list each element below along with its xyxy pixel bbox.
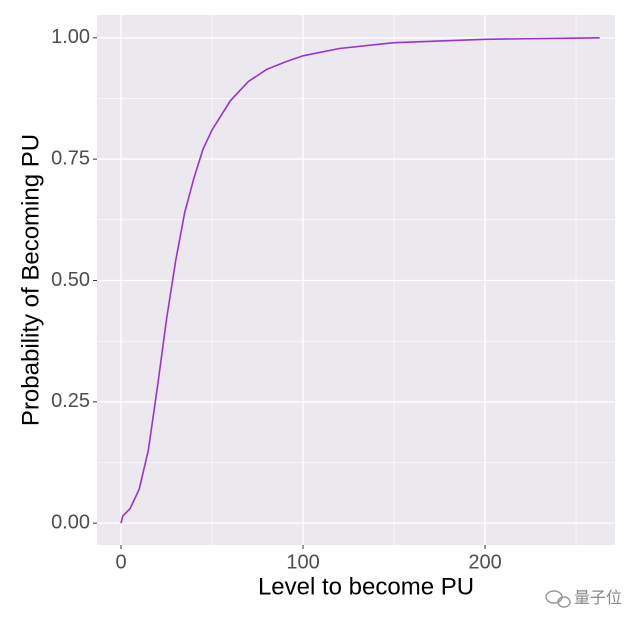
x-axis-label: Level to become PU [258,573,474,600]
watermark: 量子位 [574,589,622,607]
y-tick-label: 0.25 [51,390,90,412]
watermark-icon [545,590,571,608]
y-tick-label: 0.00 [51,511,90,533]
y-axis-label: Probability of Becoming PU [17,134,44,426]
y-tick-label: 0.75 [51,147,90,169]
x-tick-label: 0 [115,551,126,573]
x-tick-label: 200 [468,551,501,573]
y-tick-label: 1.00 [51,26,90,48]
x-tick-label: 100 [286,551,319,573]
line [120,37,600,524]
y-tick-label: 0.50 [51,269,90,291]
